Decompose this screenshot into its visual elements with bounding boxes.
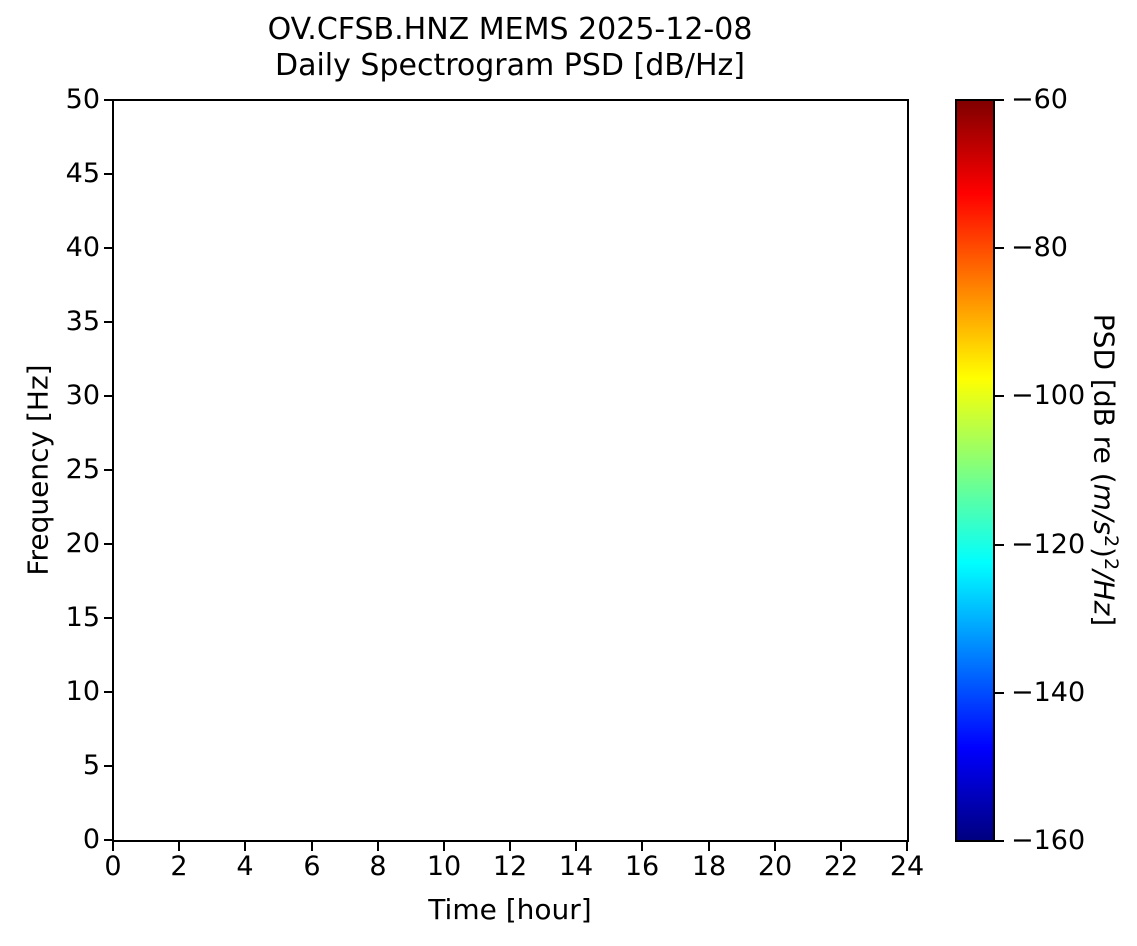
- y-tick-label: 5: [82, 750, 100, 781]
- x-tick-mark: [906, 842, 908, 851]
- x-tick-mark: [509, 842, 511, 851]
- x-tick-mark: [112, 842, 114, 851]
- y-tick-label: 45: [65, 158, 100, 189]
- y-tick-label: 25: [65, 454, 100, 485]
- x-tick-label: 10: [426, 851, 462, 882]
- colorbar-tick-mark: [995, 247, 1004, 249]
- y-tick-label: 10: [65, 676, 100, 707]
- x-tick-label: 12: [492, 851, 528, 882]
- y-tick-mark: [104, 691, 113, 693]
- x-tick-label: 20: [757, 851, 793, 882]
- x-tick-mark: [178, 842, 180, 851]
- colorbar-label-sup-outer: 2: [1099, 557, 1122, 571]
- x-tick-label: 0: [104, 851, 122, 882]
- chart-title-line2: Daily Spectrogram PSD [dB/Hz]: [274, 48, 745, 83]
- x-tick-label: 4: [236, 851, 254, 882]
- y-tick-mark: [104, 765, 113, 767]
- colorbar-tick-mark: [995, 692, 1004, 694]
- colorbar-tick-label: −60: [1011, 84, 1068, 115]
- x-tick-label: 18: [691, 851, 727, 882]
- plot-area: [112, 99, 909, 842]
- colorbar-label-paren: ): [1087, 547, 1121, 558]
- y-tick-label: 50: [65, 84, 100, 115]
- x-tick-label: 2: [170, 851, 188, 882]
- x-tick-label: 22: [823, 851, 859, 882]
- x-tick-label: 24: [889, 851, 925, 882]
- chart-title: OV.CFSB.HNZ MEMS 2025-12-08 Daily Spectr…: [113, 12, 907, 84]
- colorbar-tick-label: −140: [1011, 677, 1086, 708]
- colorbar-tick-label: −120: [1011, 529, 1086, 560]
- colorbar-tick-mark: [995, 99, 1004, 101]
- colorbar-gradient: [955, 99, 995, 842]
- x-tick-label: 16: [624, 851, 660, 882]
- x-tick-mark: [575, 842, 577, 851]
- x-tick-label: 8: [369, 851, 387, 882]
- colorbar-label-unit-base: m/s: [1087, 483, 1121, 535]
- x-tick-label: 6: [303, 851, 321, 882]
- y-axis-label: Frequency [Hz]: [21, 364, 55, 576]
- y-tick-label: 35: [65, 306, 100, 337]
- x-tick-mark: [840, 842, 842, 851]
- y-tick-mark: [104, 543, 113, 545]
- x-tick-mark: [774, 842, 776, 851]
- colorbar-tick-label: −160: [1011, 825, 1086, 856]
- y-tick-label: 20: [65, 528, 100, 559]
- chart-title-line1: OV.CFSB.HNZ MEMS 2025-12-08: [267, 12, 753, 47]
- x-tick-mark: [641, 842, 643, 851]
- y-tick-label: 0: [82, 824, 100, 855]
- y-tick-mark: [104, 173, 113, 175]
- y-tick-mark: [104, 469, 113, 471]
- y-tick-label: 15: [65, 602, 100, 633]
- x-axis-label: Time [hour]: [428, 893, 592, 926]
- colorbar-label-sup-inner: 2: [1099, 534, 1122, 548]
- colorbar-label-unit-denom: /Hz: [1087, 570, 1121, 616]
- colorbar-tick-label: −100: [1011, 380, 1086, 411]
- x-tick-mark: [708, 842, 710, 851]
- colorbar-tick-mark: [995, 395, 1004, 397]
- colorbar-label: PSD [dB re (m/s2)2/Hz]: [1087, 313, 1122, 627]
- colorbar-tick-mark: [995, 544, 1004, 546]
- colorbar-label-prefix: PSD [dB re (: [1087, 313, 1121, 484]
- x-tick-mark: [244, 842, 246, 851]
- x-tick-mark: [443, 842, 445, 851]
- x-tick-label: 14: [558, 851, 594, 882]
- y-tick-mark: [104, 321, 113, 323]
- y-tick-mark: [104, 99, 113, 101]
- colorbar-label-suffix: ]: [1087, 615, 1121, 627]
- y-tick-label: 40: [65, 232, 100, 263]
- y-tick-mark: [104, 247, 113, 249]
- x-tick-mark: [311, 842, 313, 851]
- y-tick-mark: [104, 395, 113, 397]
- y-tick-label: 30: [65, 380, 100, 411]
- y-tick-mark: [104, 839, 113, 841]
- y-tick-mark: [104, 617, 113, 619]
- colorbar-tick-label: −80: [1011, 232, 1068, 263]
- colorbar-tick-mark: [995, 840, 1004, 842]
- x-tick-mark: [377, 842, 379, 851]
